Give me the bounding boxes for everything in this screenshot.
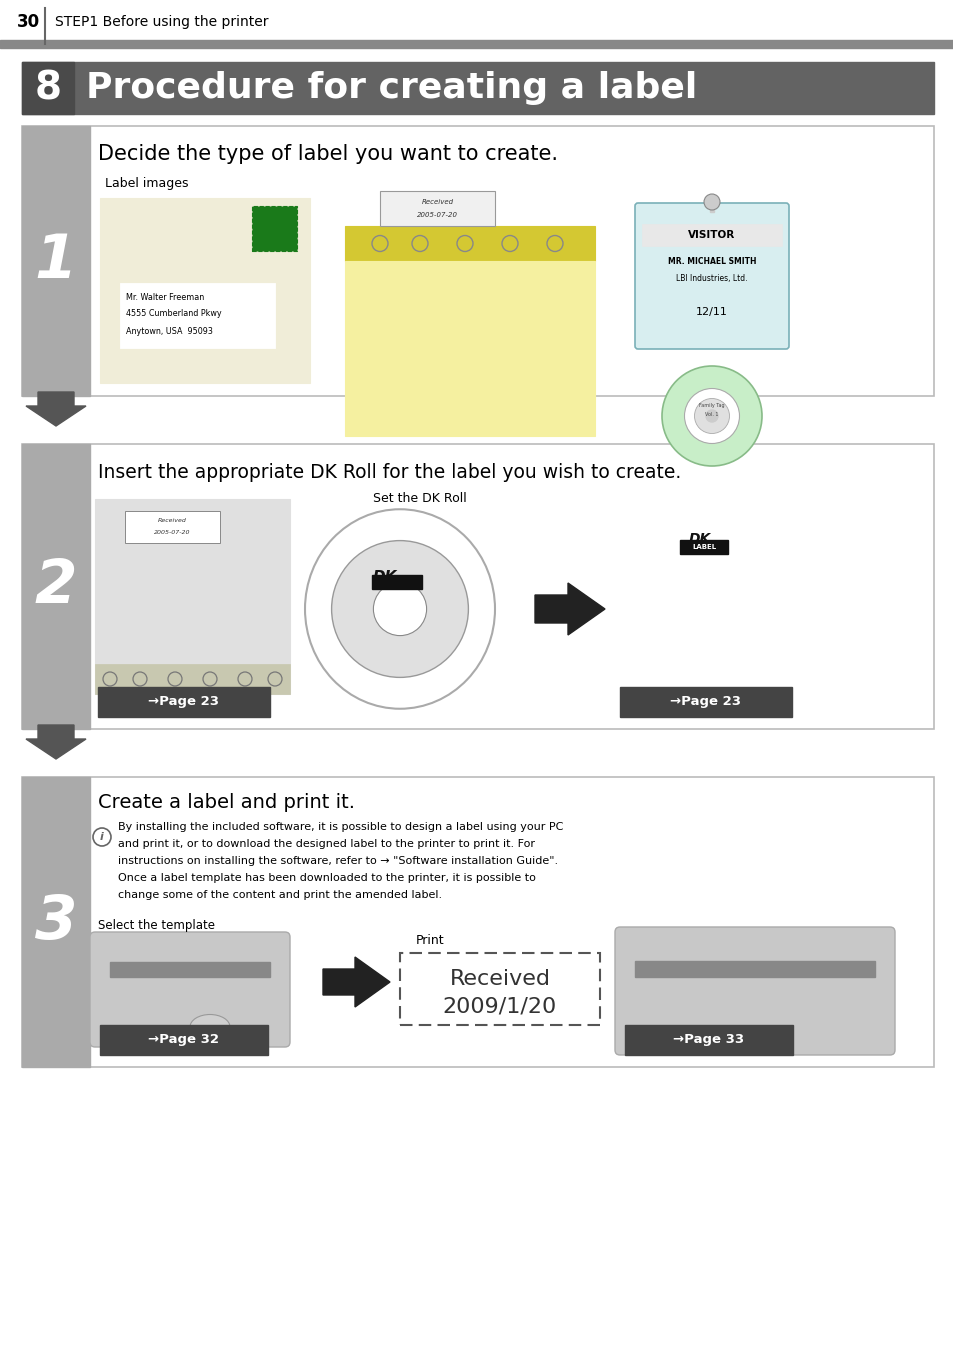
Text: →Page 23: →Page 23 [670,695,740,708]
Circle shape [705,410,718,422]
Text: Anytown, USA  95093: Anytown, USA 95093 [126,326,213,335]
Text: LABEL: LABEL [691,544,716,550]
Bar [641,224,781,246]
Text: Set the DK Roll: Set the DK Roll [373,492,466,506]
Polygon shape [26,725,86,758]
FancyBboxPatch shape [379,191,495,226]
Text: change some of the content and print the amended label.: change some of the content and print the… [118,890,441,900]
Text: DK: DK [373,569,396,584]
FancyBboxPatch shape [635,203,788,349]
Polygon shape [323,957,390,1007]
Text: 3: 3 [34,892,77,952]
Bar [22,443,90,729]
Text: →Page 32: →Page 32 [149,1033,219,1046]
Bar [345,261,595,435]
Circle shape [332,541,468,677]
Polygon shape [26,392,86,426]
Bar [22,443,933,729]
Bar [22,126,933,396]
Text: LBI Industries, Ltd.: LBI Industries, Ltd. [676,273,747,283]
Ellipse shape [190,1014,230,1040]
FancyBboxPatch shape [125,511,220,544]
Bar [110,963,270,977]
Text: Procedure for creating a label: Procedure for creating a label [86,72,697,105]
Text: STEP1 Before using the printer: STEP1 Before using the printer [55,15,268,28]
Circle shape [373,583,426,635]
Bar [624,1025,792,1055]
Text: →Page 33: →Page 33 [673,1033,743,1046]
Bar [100,1025,268,1055]
Text: 2005-07-20: 2005-07-20 [154,530,191,535]
Bar [22,126,90,396]
Text: Create a label and print it.: Create a label and print it. [98,794,355,813]
Polygon shape [535,583,604,635]
Text: 8: 8 [34,69,61,107]
Text: DK: DK [688,531,710,546]
Text: Once a label template has been downloaded to the printer, it is possible to: Once a label template has been downloade… [118,873,536,883]
Text: Received: Received [449,969,550,990]
Text: LABEL: LABEL [384,594,409,599]
Text: VISITOR: VISITOR [688,230,735,241]
Text: Print: Print [416,933,444,946]
Text: and print it, or to download the designed label to the printer to print it. For: and print it, or to download the designe… [118,840,535,849]
Circle shape [684,388,739,443]
Bar [100,197,310,383]
Bar [345,226,595,261]
Text: Insert the appropriate DK Roll for the label you wish to create.: Insert the appropriate DK Roll for the l… [98,462,680,481]
Bar [95,664,290,694]
Text: instructions on installing the software, refer to → "Software installation Guide: instructions on installing the software,… [118,856,558,867]
Bar [635,961,874,977]
Circle shape [694,399,729,434]
Bar [619,687,791,717]
Bar [22,777,933,1067]
Text: Vol. 1: Vol. 1 [704,411,718,416]
Bar [95,499,290,694]
Text: Select the template: Select the template [98,918,214,932]
Text: i: i [100,831,104,842]
Circle shape [703,193,720,210]
Bar [372,575,421,589]
Text: →Page 23: →Page 23 [149,695,219,708]
Bar [0,41,953,49]
Bar [679,539,727,554]
Text: Mr. Walter Freeman: Mr. Walter Freeman [126,292,204,301]
Text: 12/11: 12/11 [696,307,727,316]
Circle shape [661,366,761,466]
Bar [709,200,713,212]
Text: Decide the type of label you want to create.: Decide the type of label you want to cre… [98,145,558,164]
Bar [252,206,296,251]
Text: Received: Received [158,519,187,523]
Bar [22,62,74,114]
Text: By installing the included software, it is possible to design a label using your: By installing the included software, it … [118,822,563,831]
Bar [22,62,933,114]
FancyBboxPatch shape [399,953,599,1025]
Text: MR. MICHAEL SMITH: MR. MICHAEL SMITH [667,257,756,266]
Text: Family Tag: Family Tag [699,403,724,408]
Bar [98,687,270,717]
Bar [22,777,90,1067]
Text: 2009/1/20: 2009/1/20 [442,996,557,1017]
Text: Received: Received [421,199,453,206]
Text: 1: 1 [34,231,77,291]
Text: 2: 2 [34,557,77,617]
Text: 30: 30 [16,14,39,31]
FancyBboxPatch shape [90,932,290,1046]
Bar [120,283,274,347]
Text: 2005-07-20: 2005-07-20 [416,212,457,218]
FancyBboxPatch shape [615,927,894,1055]
Text: 4555 Cumberland Pkwy: 4555 Cumberland Pkwy [126,308,221,318]
Circle shape [92,827,111,846]
Text: Label images: Label images [105,177,189,191]
